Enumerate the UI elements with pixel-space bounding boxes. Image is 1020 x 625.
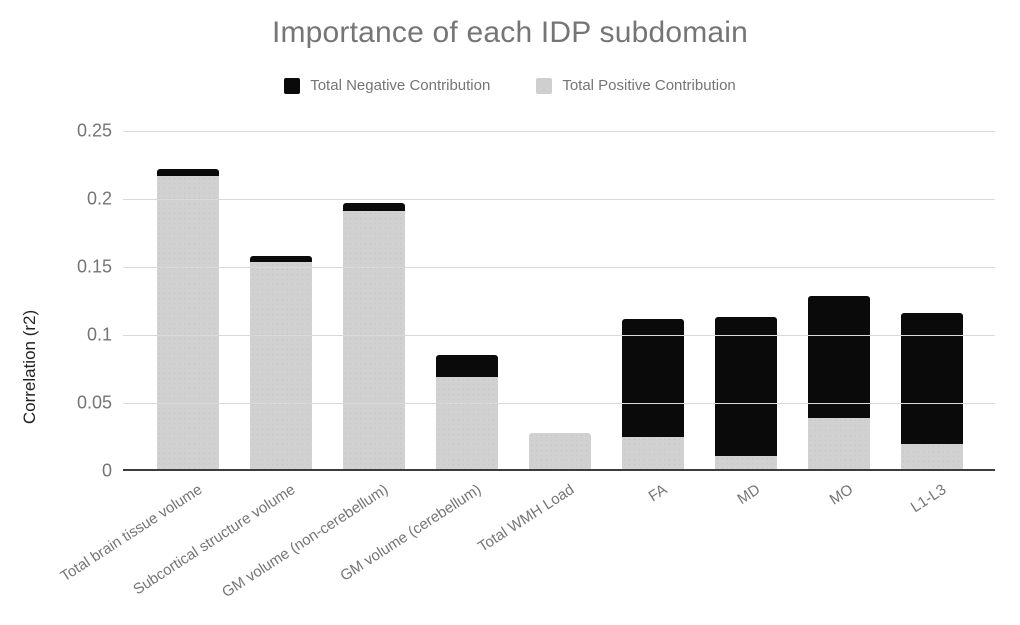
bar-segment-positive [249, 261, 312, 471]
gridline-0.05 [123, 403, 995, 404]
y-tick-label-0: 0 [101, 460, 112, 481]
y-tick-label-0.2: 0.2 [86, 188, 112, 209]
bar-slot [699, 131, 792, 471]
bar-segment-positive [900, 443, 963, 471]
bar-segment-negative [342, 203, 405, 212]
bar-fa [621, 318, 684, 471]
bar-segment-positive [621, 437, 684, 471]
y-tick-label-0.25: 0.25 [76, 120, 112, 141]
legend: Total Negative Contribution Total Positi… [0, 77, 1020, 94]
bar-slot [327, 131, 420, 471]
bar-total-wmh-load [528, 432, 591, 471]
bar-segment-positive [435, 377, 498, 471]
bar-segment-negative [435, 355, 498, 378]
bar-gm-volume-cerebellum- [435, 355, 498, 471]
legend-label-positive: Total Positive Contribution [562, 77, 736, 94]
bar-gm-volume-non-cerebellum- [342, 203, 405, 471]
legend-item-negative: Total Negative Contribution [284, 77, 490, 94]
bar-subcortical-structure-volume [249, 256, 312, 471]
bar-slot [141, 131, 234, 471]
x-axis-baseline [123, 469, 995, 471]
gridline-0.2 [123, 199, 995, 200]
bar-slot [792, 131, 885, 471]
bar-segment-positive [342, 211, 405, 471]
bar-slot [234, 131, 327, 471]
bars-row [141, 131, 978, 471]
bar-slot [606, 131, 699, 471]
bar-l1-l3 [900, 313, 963, 471]
bar-slot [513, 131, 606, 471]
bar-segment-positive [528, 432, 591, 471]
y-tick-label-0.05: 0.05 [76, 392, 112, 413]
y-tick-label-0.15: 0.15 [76, 256, 112, 277]
positive-series-swatch-icon [536, 77, 553, 94]
bar-md [714, 317, 777, 471]
legend-label-negative: Total Negative Contribution [310, 77, 491, 94]
bar-segment-negative [714, 317, 777, 457]
gridline-0.25 [123, 131, 995, 132]
bar-segment-negative [156, 169, 219, 176]
bar-segment-negative [807, 295, 870, 418]
gridline-0.1 [123, 335, 995, 336]
plot-area [123, 131, 995, 471]
gridline-0.15 [123, 267, 995, 268]
bar-segment-positive [714, 456, 777, 471]
legend-item-positive: Total Positive Contribution [536, 77, 736, 94]
bar-segment-negative [621, 318, 684, 437]
negative-series-swatch-icon [284, 77, 301, 94]
y-tick-label-0.1: 0.1 [86, 324, 112, 345]
bar-segment-positive [156, 175, 219, 471]
chart-title: Importance of each IDP subdomain [271, 16, 749, 49]
bar-total-brain-tissue-volume [156, 169, 219, 471]
bar-slot [885, 131, 978, 471]
bar-segment-negative [249, 256, 312, 262]
bar-slot [420, 131, 513, 471]
bar-mo [807, 295, 870, 471]
bar-segment-negative [900, 313, 963, 444]
bar-segment-positive [807, 417, 870, 471]
